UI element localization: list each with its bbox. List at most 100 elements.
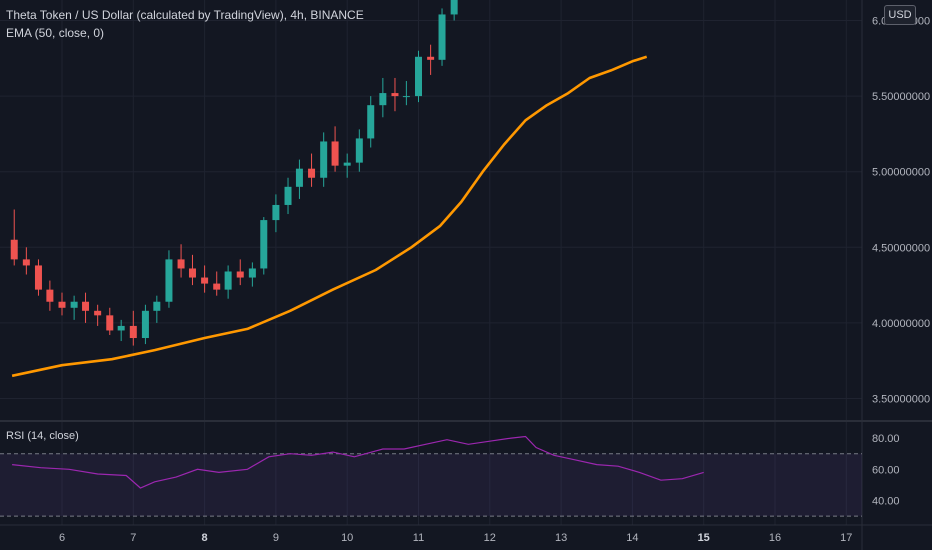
candle — [450, 0, 458, 21]
price-tick-label: 3.50000000 — [872, 394, 930, 406]
price-tick-label: 5.00000000 — [872, 167, 930, 179]
candle — [236, 259, 244, 286]
candle — [34, 259, 42, 296]
time-tick-label: 11 — [413, 532, 424, 544]
time-tick-label: 9 — [273, 532, 279, 544]
candle — [117, 319, 125, 342]
candle-body — [308, 168, 316, 178]
candle-body — [224, 271, 232, 290]
candle-body — [402, 96, 410, 98]
candle-body — [450, 0, 458, 15]
candle — [82, 292, 90, 323]
candle-body — [201, 277, 209, 284]
candle — [106, 307, 114, 335]
candle-body — [295, 168, 303, 187]
candle — [308, 153, 316, 187]
time-tick-label: 17 — [840, 532, 852, 544]
candle — [70, 295, 78, 320]
candle — [367, 96, 375, 148]
candle — [177, 244, 185, 278]
candle — [224, 265, 232, 299]
candle-body — [284, 186, 292, 205]
candle — [141, 304, 149, 345]
candle-body — [248, 268, 256, 278]
candle-body — [236, 271, 244, 278]
candle-body — [58, 301, 66, 308]
candle-body — [106, 315, 114, 331]
candle — [129, 310, 137, 346]
ema-legend[interactable]: EMA (50, close, 0) — [6, 26, 105, 40]
candle-body — [70, 301, 78, 308]
candle-body — [391, 93, 399, 97]
candle-body — [188, 268, 196, 278]
candle-body — [343, 162, 351, 166]
candle-body — [260, 220, 268, 269]
candle-body — [438, 14, 446, 60]
time-tick-label: 16 — [769, 532, 781, 544]
rsi-tick-label: 60.00 — [872, 464, 900, 476]
candle — [427, 44, 435, 75]
candle-body — [141, 310, 149, 339]
candle — [331, 126, 339, 172]
candle-body — [129, 325, 137, 339]
price-tick-label: 5.50000000 — [872, 91, 930, 103]
candle — [46, 280, 54, 311]
candle — [355, 129, 363, 172]
candle — [284, 177, 292, 215]
candle — [260, 217, 268, 275]
candle — [201, 265, 209, 293]
candle-body — [10, 239, 18, 260]
time-tick-label: 15 — [698, 532, 710, 544]
candle — [10, 209, 18, 266]
candle — [22, 247, 30, 275]
rsi-legend[interactable]: RSI (14, close) — [6, 430, 79, 442]
candle-body — [117, 325, 125, 331]
candle-body — [22, 259, 30, 266]
candle — [272, 194, 280, 233]
candle — [438, 8, 446, 66]
candle — [188, 254, 196, 286]
candle-body — [94, 310, 102, 316]
candle — [295, 159, 303, 199]
candle-body — [331, 141, 339, 166]
candle-body — [177, 259, 185, 269]
time-tick-label: 8 — [202, 532, 208, 544]
candle — [165, 250, 173, 308]
candle-body — [415, 56, 422, 97]
candle-body — [34, 265, 42, 290]
candle — [402, 80, 410, 106]
ema-line — [11, 55, 648, 378]
candle — [343, 153, 351, 178]
time-tick-label: 6 — [59, 532, 65, 544]
candle-body — [379, 93, 387, 106]
candle — [94, 304, 102, 326]
rsi-tick-label: 40.00 — [872, 496, 900, 508]
candle-body — [272, 204, 280, 221]
price-tick-label: 4.00000000 — [872, 318, 930, 330]
time-tick-label: 10 — [341, 532, 353, 544]
candle — [58, 292, 66, 316]
candle — [415, 50, 422, 103]
candle — [391, 77, 399, 112]
candle-body — [320, 141, 328, 178]
candle-body — [165, 259, 173, 302]
candle — [248, 262, 256, 287]
time-tick-label: 14 — [626, 532, 638, 544]
candle — [213, 271, 221, 296]
candle — [379, 77, 387, 118]
candle-body — [427, 56, 435, 60]
rsi-tick-label: 80.00 — [872, 433, 900, 445]
currency-button[interactable]: USD — [884, 5, 916, 25]
candle-body — [213, 283, 221, 290]
time-tick-label: 13 — [555, 532, 567, 544]
candle-body — [46, 289, 54, 302]
candle-body — [82, 301, 90, 311]
candle-body — [367, 105, 375, 139]
time-tick-label: 12 — [484, 532, 496, 544]
rsi-band-fill — [0, 453, 862, 517]
symbol-title[interactable]: Theta Token / US Dollar (calculated by T… — [6, 8, 364, 22]
price-tick-label: 4.50000000 — [872, 242, 930, 254]
time-tick-label: 7 — [130, 532, 136, 544]
